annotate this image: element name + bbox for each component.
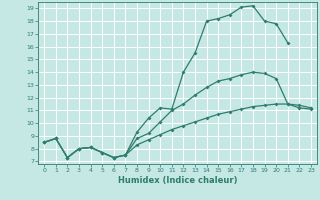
- X-axis label: Humidex (Indice chaleur): Humidex (Indice chaleur): [118, 176, 237, 185]
